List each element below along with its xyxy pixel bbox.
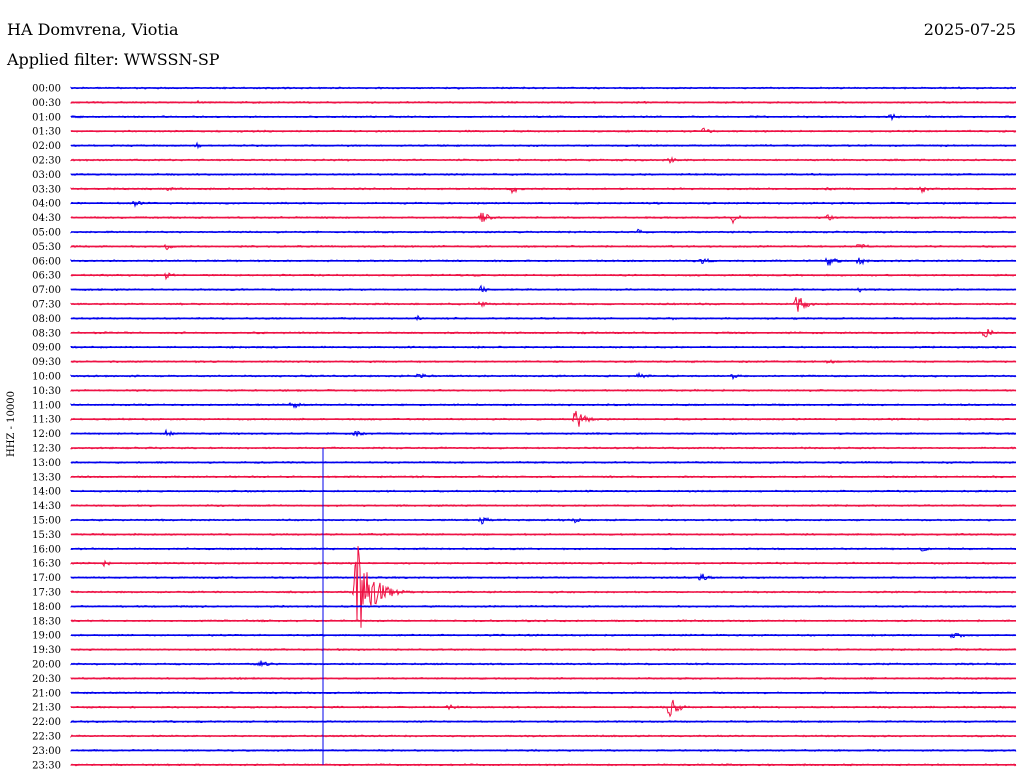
row-time-label: 13:00 xyxy=(32,458,61,469)
row-time-label: 01:00 xyxy=(32,112,61,123)
row-time-label: 11:30 xyxy=(32,415,61,426)
row-time-label: 19:30 xyxy=(32,645,61,656)
row-time-label: 01:30 xyxy=(32,127,61,138)
row-time-label: 05:00 xyxy=(32,228,61,239)
row-time-label: 12:30 xyxy=(32,444,61,455)
row-time-label: 12:00 xyxy=(32,429,61,440)
row-time-label: 15:00 xyxy=(32,516,61,527)
row-time-label: 17:30 xyxy=(32,588,61,599)
row-time-label: 05:30 xyxy=(32,242,61,253)
trace-line xyxy=(70,699,1017,718)
row-time-label: 13:30 xyxy=(32,472,61,483)
row-time-label: 08:30 xyxy=(32,328,61,339)
row-time-label: 03:00 xyxy=(32,170,61,181)
row-time-label: 22:00 xyxy=(32,717,61,728)
row-time-label: 11:00 xyxy=(32,400,61,411)
row-label-group: 00:00 00:30 01:00 01:30 02:00 02:30 03:00 03:30… xyxy=(32,84,61,772)
row-time-label: 16:30 xyxy=(32,559,61,570)
row-time-label: 06:30 xyxy=(32,271,61,282)
row-time-label: 08:00 xyxy=(32,314,61,325)
row-time-label: 23:30 xyxy=(32,760,61,771)
row-time-label: 09:00 xyxy=(32,343,61,354)
row-time-label: 02:00 xyxy=(32,141,61,152)
trace-line xyxy=(70,546,1017,628)
row-time-label: 06:00 xyxy=(32,256,61,267)
row-time-label: 04:00 xyxy=(32,199,61,210)
row-time-label: 14:30 xyxy=(32,501,61,512)
row-time-label: 07:00 xyxy=(32,285,61,296)
trace-line xyxy=(70,516,1017,525)
station-title: HA Domvrena, Viotia xyxy=(7,20,179,39)
row-time-label: 14:00 xyxy=(32,487,61,498)
row-time-label: 21:30 xyxy=(32,703,61,714)
row-time-label: 22:30 xyxy=(32,732,61,743)
row-time-label: 15:30 xyxy=(32,530,61,541)
row-time-label: 18:30 xyxy=(32,616,61,627)
row-time-label: 19:00 xyxy=(32,631,61,642)
filter-label: Applied filter: WWSSN-SP xyxy=(7,50,220,69)
trace-line xyxy=(70,257,1017,266)
row-time-label: 04:30 xyxy=(32,213,61,224)
row-time-label: 09:30 xyxy=(32,357,61,368)
row-time-label: 23:00 xyxy=(32,746,61,757)
date-label: 2025-07-25 xyxy=(923,20,1016,39)
row-time-label: 17:00 xyxy=(32,573,61,584)
row-time-label: 07:30 xyxy=(32,300,61,311)
row-time-label: 20:30 xyxy=(32,674,61,685)
row-time-label: 00:30 xyxy=(32,98,61,109)
row-time-label: 21:00 xyxy=(32,688,61,699)
row-time-label: 16:00 xyxy=(32,544,61,555)
row-time-label: 20:00 xyxy=(32,660,61,671)
row-time-label: 03:30 xyxy=(32,184,61,195)
row-time-label: 02:30 xyxy=(32,156,61,167)
row-time-label: 10:00 xyxy=(32,372,61,383)
row-time-label: 10:30 xyxy=(32,386,61,397)
row-time-label: 00:00 xyxy=(32,84,61,95)
trace-group xyxy=(70,86,1017,767)
row-time-label: 18:00 xyxy=(32,602,61,613)
